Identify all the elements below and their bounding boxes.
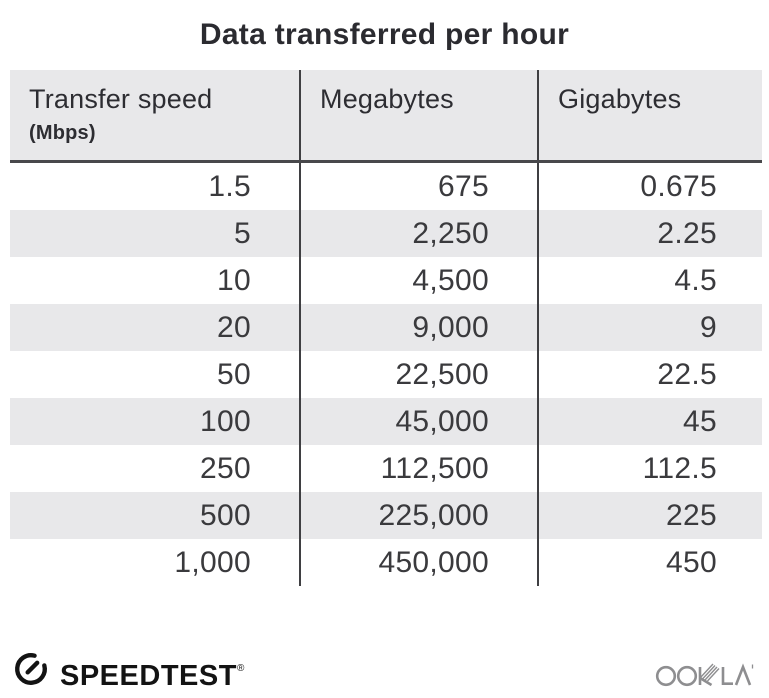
registered-trademark-icon: ® bbox=[236, 663, 245, 674]
cell-speed: 50 bbox=[10, 351, 301, 398]
speedtest-wordmark: SPEEDTEST® bbox=[60, 660, 245, 692]
table-row: 1.5 675 0.675 bbox=[10, 163, 762, 210]
table-body: 1.5 675 0.675 5 2,250 2.25 10 4,500 4.5 … bbox=[10, 163, 762, 586]
cell-gigabytes: 2.25 bbox=[657, 216, 717, 250]
cell-gigabytes: 22.5 bbox=[657, 357, 717, 391]
data-table: Transfer speed (Mbps) Megabytes Gigabyte… bbox=[10, 70, 762, 586]
cell-speed: 5 bbox=[10, 210, 301, 257]
cell-megabytes: 22,500 bbox=[301, 351, 539, 398]
ookla-wordmark-icon bbox=[655, 656, 757, 690]
cell-speed: 500 bbox=[10, 492, 301, 539]
cell-megabytes: 112,500 bbox=[301, 445, 539, 492]
cell-gigabytes: 225 bbox=[666, 498, 717, 532]
header-gigabytes: Gigabytes bbox=[558, 84, 682, 114]
table-row: 10 4,500 4.5 bbox=[10, 257, 762, 304]
speedtest-gauge-icon bbox=[12, 650, 50, 688]
cell-megabytes: 225,000 bbox=[301, 492, 539, 539]
cell-megabytes: 4,500 bbox=[301, 257, 539, 304]
cell-gigabytes: 45 bbox=[683, 404, 717, 438]
cell-megabytes: 2,250 bbox=[301, 210, 539, 257]
cell-gigabytes: 0.675 bbox=[640, 169, 717, 203]
table-row: 50 22,500 22.5 bbox=[10, 351, 762, 398]
header-megabytes: Megabytes bbox=[301, 70, 539, 160]
ookla-logo bbox=[655, 656, 757, 690]
cell-gigabytes: 112.5 bbox=[642, 451, 717, 485]
table-row: 20 9,000 9 bbox=[10, 304, 762, 351]
cell-speed: 10 bbox=[10, 257, 301, 304]
header-mbps-unit: (Mbps) bbox=[29, 122, 96, 144]
table-row: 250 112,500 112.5 bbox=[10, 445, 762, 492]
cell-gigabytes: 9 bbox=[700, 310, 717, 344]
cell-gigabytes: 450 bbox=[666, 545, 717, 579]
cell-megabytes: 45,000 bbox=[301, 398, 539, 445]
table-row: 500 225,000 225 bbox=[10, 492, 762, 539]
cell-megabytes: 9,000 bbox=[301, 304, 539, 351]
cell-gigabytes: 4.5 bbox=[674, 263, 717, 297]
table-header-row: Transfer speed (Mbps) Megabytes Gigabyte… bbox=[10, 70, 762, 163]
table-row: 100 45,000 45 bbox=[10, 398, 762, 445]
cell-speed: 100 bbox=[10, 398, 301, 445]
page-title: Data transferred per hour bbox=[199, 18, 570, 51]
cell-speed: 250 bbox=[10, 445, 301, 492]
speedtest-logo: SPEEDTEST® bbox=[12, 650, 245, 695]
table-row: 1,000 450,000 450 bbox=[10, 539, 762, 586]
cell-megabytes: 450,000 bbox=[301, 539, 539, 586]
table-row: 5 2,250 2.25 bbox=[10, 210, 762, 257]
header-transfer-speed-label: Transfer speed bbox=[29, 84, 213, 114]
cell-speed: 20 bbox=[10, 304, 301, 351]
cell-speed: 1.5 bbox=[10, 163, 301, 210]
header-transfer-speed: Transfer speed (Mbps) bbox=[10, 70, 301, 160]
footer: SPEEDTEST® bbox=[12, 650, 757, 695]
cell-megabytes: 675 bbox=[301, 163, 539, 210]
cell-speed: 1,000 bbox=[10, 539, 301, 586]
